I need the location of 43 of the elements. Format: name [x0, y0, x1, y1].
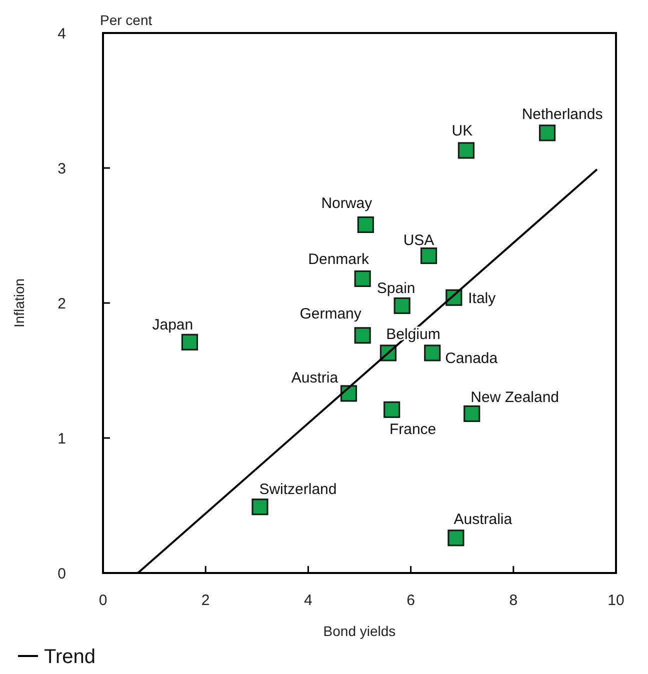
point: [420, 247, 438, 264]
legend-label: Trend: [44, 646, 96, 668]
annotation: Germany: [300, 306, 362, 323]
x-tick-label: 4: [304, 592, 312, 609]
annotation: Switzerland: [259, 481, 337, 498]
x-tick-label: 8: [509, 592, 518, 609]
annotation: Netherlands: [522, 106, 603, 124]
annotation: Canada: [445, 350, 498, 368]
point: [538, 124, 556, 142]
point: [354, 327, 371, 344]
annotation: Austria: [291, 370, 339, 387]
x-tick-label: 10: [608, 592, 624, 609]
annotation: Australia: [454, 511, 513, 528]
point: [458, 142, 475, 159]
annotation: Italy: [468, 290, 496, 307]
x-tick-label: 2: [201, 592, 210, 609]
point: [394, 297, 410, 314]
annotation: USA: [403, 232, 434, 249]
point: [448, 530, 464, 546]
y-tick-label: 1: [58, 430, 66, 448]
point: [252, 498, 268, 516]
x-tick-label: 6: [406, 592, 415, 609]
y-tick-label: 2: [58, 295, 66, 312]
annotation: UK: [452, 122, 473, 140]
y-tick-label: 3: [58, 160, 66, 178]
annotation: Denmark: [308, 250, 370, 268]
annotation: Japan: [152, 316, 194, 334]
point: [181, 334, 198, 350]
y-tick-label: 4: [58, 25, 66, 42]
y-tick-label: 0: [58, 565, 66, 582]
point: [357, 216, 374, 233]
point: [464, 405, 480, 422]
point: [384, 401, 400, 418]
x-axis-title: Bond yields: [323, 623, 396, 639]
x-tick-label: 0: [98, 592, 108, 609]
annotation: France: [389, 420, 436, 438]
annotation: Spain: [376, 280, 416, 297]
annotation: New Zealand: [470, 388, 560, 406]
point: [354, 270, 371, 287]
point: [424, 344, 441, 362]
annotation: Norway: [321, 194, 373, 212]
y-axis-title: Inflation: [11, 278, 27, 328]
text: Per cent: [100, 12, 152, 28]
